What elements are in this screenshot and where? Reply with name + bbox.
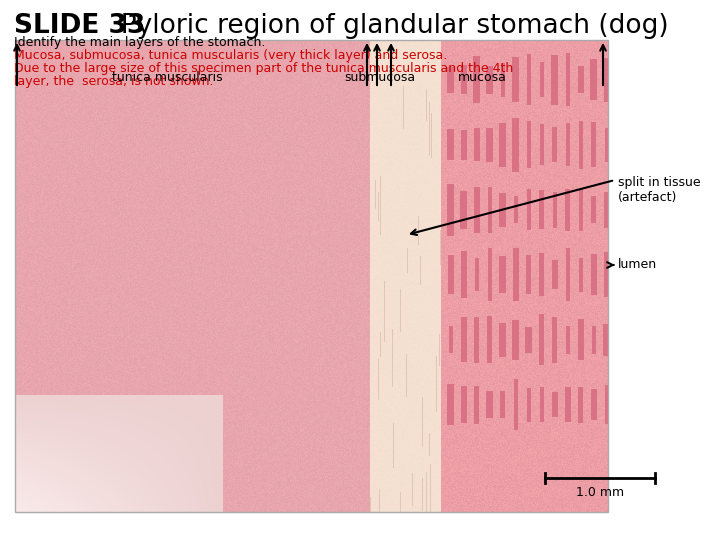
Text: Due to the large size of this specimen part of the tunica muscularis and the 4th: Due to the large size of this specimen p… bbox=[14, 62, 513, 75]
Text: Pyloric region of glandular stomach (dog): Pyloric region of glandular stomach (dog… bbox=[104, 13, 669, 39]
Text: layer, the  serosa, is not shown.: layer, the serosa, is not shown. bbox=[14, 75, 214, 88]
Text: Mucosa, submucosa, tunica muscularis (very thick layer) and serosa.: Mucosa, submucosa, tunica muscularis (ve… bbox=[14, 49, 447, 62]
Text: tunica muscularis: tunica muscularis bbox=[112, 71, 222, 84]
Text: lumen: lumen bbox=[618, 259, 657, 272]
Bar bbox=[15, 40, 608, 512]
Text: submucosa: submucosa bbox=[344, 71, 415, 84]
Text: SLIDE 33: SLIDE 33 bbox=[14, 13, 145, 39]
Text: Identify the main layers of the stomach.: Identify the main layers of the stomach. bbox=[14, 36, 266, 49]
Text: mucosa: mucosa bbox=[458, 71, 506, 84]
Text: split in tissue
(artefact): split in tissue (artefact) bbox=[618, 176, 701, 204]
Text: 1.0 mm: 1.0 mm bbox=[576, 486, 624, 499]
